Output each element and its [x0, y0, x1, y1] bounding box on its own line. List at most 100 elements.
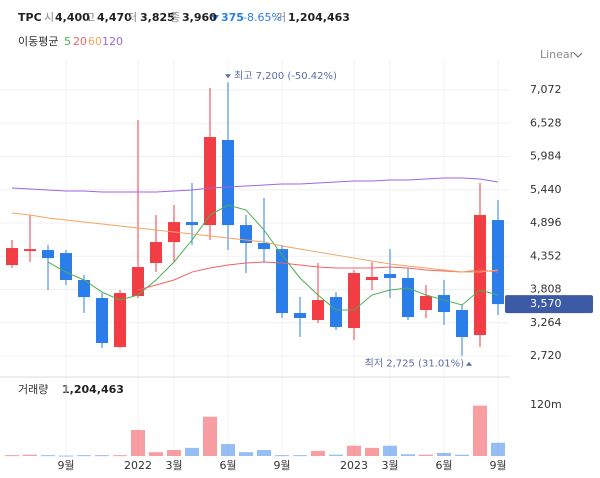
candle-body: [330, 297, 342, 328]
volume-bar: [455, 454, 469, 456]
legend-entry: 5: [64, 35, 71, 48]
volume-bar: [77, 455, 91, 457]
volume-bar: [5, 455, 19, 457]
candle-body: [474, 215, 486, 336]
moving-average-line: [11, 212, 499, 273]
volume-bar: [401, 454, 415, 456]
volume-bar: [113, 455, 127, 457]
legend-title: 이동평균: [18, 35, 58, 48]
volume-bar: [437, 453, 451, 456]
volume-bar: [311, 450, 325, 456]
candle-body: [294, 313, 306, 319]
y-tick-label: 2,720: [530, 349, 562, 362]
candle-body: [186, 222, 198, 226]
x-tick-label: 2022: [124, 459, 152, 472]
candle-body: [492, 220, 504, 305]
max-marker: [225, 74, 231, 79]
candle-body: [456, 310, 468, 338]
moving-average-line: [11, 177, 499, 193]
volume-bar: [491, 442, 505, 456]
y-tick-label: 5,984: [530, 150, 562, 163]
candle-body: [42, 250, 54, 259]
x-tick-label: 9월: [273, 459, 290, 472]
candle-body: [420, 296, 432, 311]
volume-bar: [383, 445, 397, 456]
x-tick-label: 2023: [340, 459, 368, 472]
volume-bar: [203, 416, 217, 456]
candle-body: [438, 295, 450, 313]
candle-body: [384, 274, 396, 278]
volume-bar: [167, 450, 181, 456]
candle-body: [24, 249, 36, 252]
y-tick-label: 3,808: [530, 283, 562, 296]
volume-bar: [347, 445, 361, 456]
y-tick-label: 7,072: [530, 83, 562, 96]
volume-bar: [23, 454, 37, 456]
symbol: TPC: [18, 11, 42, 24]
scale-mode[interactable]: Linear: [540, 48, 575, 61]
x-tick-label: 3월: [381, 459, 398, 472]
chevron[interactable]: [573, 52, 583, 58]
min-marker: [466, 361, 472, 366]
volume-bar: [257, 450, 271, 456]
moving-average-line: [47, 204, 499, 311]
volume-bar: [41, 455, 55, 457]
volume-value: 1,204,463: [288, 11, 350, 24]
volume-bar: [293, 455, 307, 457]
volume-tick-label: 120m: [530, 398, 562, 411]
volume-bar: [221, 444, 235, 456]
candle-body: [312, 300, 324, 321]
moving-average-line: [137, 261, 499, 291]
change-pct: -8.65%: [243, 11, 282, 24]
volume-bar: [275, 455, 289, 457]
min-annotation: 최저 2,725 (31.01%): [365, 358, 464, 370]
max-annotation: 최고 7,200 (-50.42%): [234, 70, 337, 82]
volume-bar: [131, 429, 145, 456]
y-tick-label: 6,528: [530, 116, 562, 129]
last-price-tag: [505, 295, 593, 314]
volume-title-value: 1,204,463: [62, 383, 124, 396]
field-value: 3,825: [140, 11, 175, 24]
y-tick-label: 4,352: [530, 249, 562, 262]
field-label: 종: [170, 11, 180, 24]
field-label: 시: [44, 11, 54, 24]
candle-body: [222, 140, 234, 226]
x-tick-label: 9월: [57, 459, 74, 472]
y-tick-label: 5,440: [530, 183, 562, 196]
x-tick-label: 3월: [165, 459, 182, 472]
candle-body: [150, 242, 162, 264]
volume-bar: [365, 447, 379, 456]
candle-body: [276, 249, 288, 314]
field-label: 저: [127, 11, 137, 24]
x-tick-label: 6월: [435, 459, 452, 472]
legend-entry: 60: [88, 35, 102, 48]
field-label: 고: [85, 11, 95, 24]
change: 375: [221, 11, 244, 24]
field-value: 3,960: [182, 11, 217, 24]
volume-bar: [239, 452, 253, 456]
down-arrow: [211, 15, 219, 21]
x-tick-label: 9월: [489, 459, 506, 472]
candle-body: [60, 253, 72, 281]
volume-title: 거래량: [18, 383, 48, 396]
candle-body: [258, 243, 270, 250]
legend-entry: 20: [73, 35, 87, 48]
candle-body: [402, 277, 414, 318]
field-value: 4,470: [97, 11, 132, 24]
candle-body: [240, 225, 252, 244]
candle-body: [6, 248, 18, 266]
volume-bar: [149, 452, 163, 456]
volume-bar: [419, 454, 433, 456]
candle-body: [114, 293, 126, 347]
candle-body: [348, 273, 360, 329]
legend-entry: 120: [102, 35, 123, 48]
volume-bar: [185, 447, 199, 456]
volume-bar: [329, 454, 343, 456]
field-value: 4,400: [55, 11, 90, 24]
y-tick-label: 4,896: [530, 216, 562, 229]
candle-body: [96, 298, 108, 344]
last-price-label: 3,570: [530, 297, 562, 310]
volume-label: 거: [276, 11, 286, 24]
